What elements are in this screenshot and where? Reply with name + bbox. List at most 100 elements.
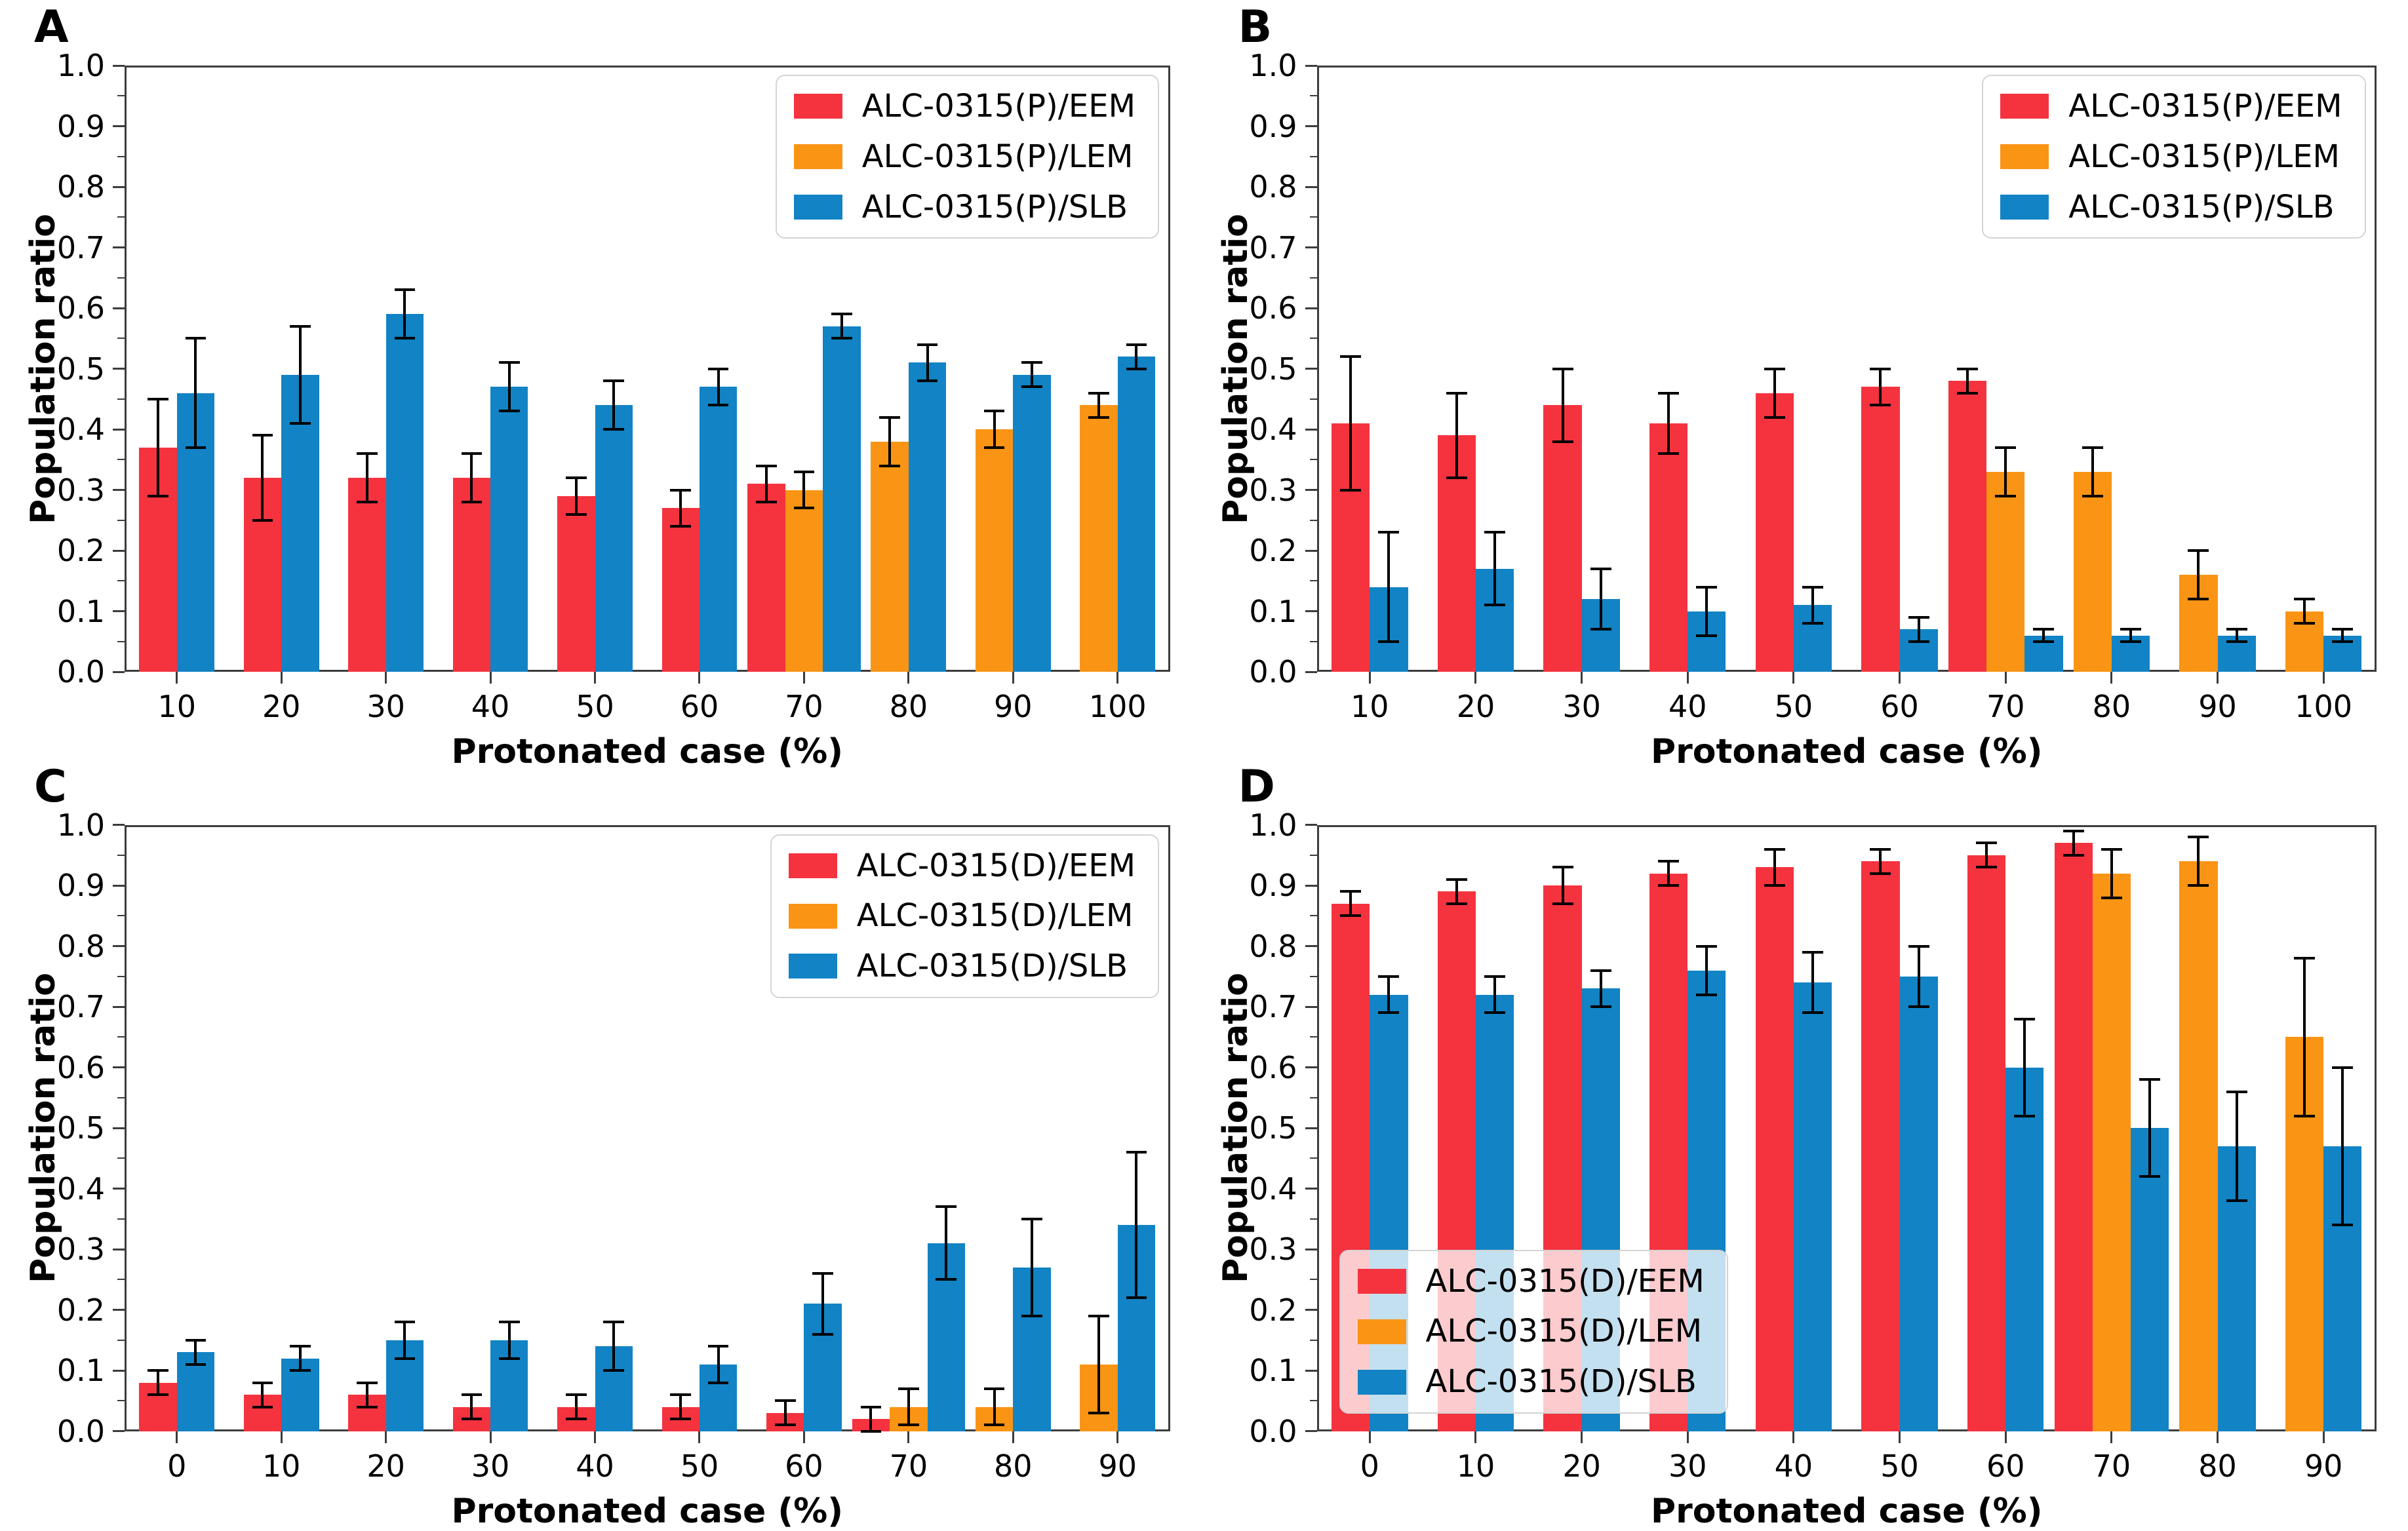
error-bar-cap [2033, 628, 2055, 631]
error-bar-cap [2120, 640, 2141, 643]
y-major-tick [113, 824, 125, 826]
y-major-tick [1305, 1127, 1317, 1129]
y-major-tick [1305, 1005, 1317, 1008]
x-tick-label: 50 [1880, 1448, 1919, 1484]
lem-swatch-icon [788, 903, 837, 929]
y-major-tick [1305, 1188, 1317, 1190]
error-bar-cap [917, 343, 938, 346]
error-bar-cap [1446, 391, 1467, 395]
error-bar-cap [983, 410, 1005, 413]
y-minor-tick [1309, 1096, 1317, 1098]
bar-eem-50 [557, 495, 595, 672]
error-bar [612, 1322, 616, 1370]
legend-label: ALC-0315(P)/LEM [2068, 138, 2340, 175]
error-bar [1455, 393, 1458, 478]
error-bar-cap [1340, 355, 1362, 358]
error-bar-cap [1021, 361, 1042, 364]
error-bar-cap [793, 470, 815, 473]
error-bar [1811, 587, 1815, 623]
legend-label: ALC-0315(D)/SLB [856, 948, 1128, 985]
y-major-tick [113, 428, 125, 431]
x-major-tick [698, 672, 701, 684]
error-bar-cap [357, 452, 378, 455]
error-bar [679, 490, 682, 526]
error-bar-cap [461, 1393, 483, 1396]
x-tick-label: 70 [1986, 689, 2025, 724]
legend-label: ALC-0315(D)/SLB [1425, 1363, 1697, 1401]
x-tick-label: 70 [785, 689, 823, 724]
x-major-tick [385, 672, 387, 684]
error-bar-cap [936, 1278, 957, 1281]
error-bar-cap [185, 1363, 207, 1366]
x-major-tick [802, 1431, 805, 1443]
error-bar-cap [1126, 1296, 1147, 1299]
y-major-tick [1305, 307, 1317, 309]
y-major-tick [113, 307, 125, 309]
error-bar-cap [2014, 1017, 2036, 1020]
x-axis-label: Protonated case (%) [1651, 1491, 2043, 1531]
x-major-tick [1581, 1431, 1583, 1443]
error-bar [1135, 344, 1138, 369]
eem-swatch-icon [1357, 1269, 1406, 1294]
y-tick-label: 0.9 [56, 108, 105, 144]
error-bar [403, 1322, 406, 1359]
error-bar-cap [394, 288, 416, 292]
y-tick-label: 0.6 [1249, 290, 1297, 326]
y-minor-tick [117, 1400, 125, 1402]
x-major-tick [1686, 672, 1689, 684]
y-major-tick [113, 945, 125, 947]
x-major-tick [1474, 672, 1477, 684]
error-bar-cap [1021, 385, 1042, 389]
x-tick-label: 40 [1668, 689, 1707, 724]
error-bar-cap [1802, 1011, 1824, 1015]
bar-slb-60 [2005, 1067, 2044, 1431]
y-tick-label: 0.7 [1249, 989, 1297, 1024]
x-major-tick [2217, 1431, 2219, 1443]
y-major-tick [1305, 368, 1317, 370]
error-bar [2197, 551, 2200, 599]
y-tick-label: 0.6 [56, 1049, 105, 1085]
error-bar [1135, 1152, 1138, 1298]
y-minor-tick [117, 915, 125, 917]
error-bar [1599, 970, 1602, 1007]
x-tick-label: 90 [1098, 1448, 1137, 1484]
bar-lem-70 [1986, 471, 2025, 672]
y-tick-label: 0.9 [1249, 868, 1297, 903]
error-bar-cap [2063, 853, 2084, 857]
y-minor-tick [1309, 915, 1317, 917]
y-tick-label: 0.2 [56, 1292, 105, 1328]
error-bar-cap [756, 464, 777, 467]
error-bar-cap [898, 1387, 919, 1390]
error-bar-cap [756, 501, 777, 503]
x-tick-label: 30 [1668, 1448, 1707, 1484]
error-bar-cap [1696, 634, 1718, 637]
error-bar-cap [1908, 615, 1929, 619]
error-bar [194, 1340, 197, 1365]
y-major-tick [1305, 1066, 1317, 1068]
y-tick-label: 0.5 [1249, 1110, 1297, 1146]
error-bar-cap [1802, 585, 1824, 589]
y-major-tick [113, 489, 125, 491]
error-bar-cap [2014, 1114, 2036, 1117]
error-bar-cap [1446, 878, 1467, 881]
legend-label: ALC-0315(D)/LEM [1425, 1313, 1703, 1350]
error-bar [1599, 568, 1602, 630]
bar-slb-40 [1793, 982, 1832, 1431]
y-minor-tick [1309, 1036, 1317, 1038]
error-bar-cap [812, 1272, 833, 1275]
error-bar [1349, 891, 1352, 916]
y-tick-label: 0.2 [56, 533, 105, 568]
error-bar-cap [1590, 1005, 1611, 1008]
x-tick-label: 80 [2198, 1448, 2237, 1484]
error-bar-cap [394, 1321, 416, 1323]
error-bar [2091, 447, 2094, 496]
error-bar-cap [566, 513, 587, 516]
y-tick-label: 0.2 [1249, 533, 1297, 568]
y-major-tick [113, 1005, 125, 1008]
error-bar [1031, 362, 1034, 387]
error-bar [298, 1346, 302, 1370]
bar-slb-70 [2130, 1128, 2169, 1431]
x-tick-label: 60 [785, 1448, 823, 1484]
y-tick-label: 1.0 [1249, 807, 1297, 843]
y-axis-label: Population ratio [24, 973, 63, 1283]
